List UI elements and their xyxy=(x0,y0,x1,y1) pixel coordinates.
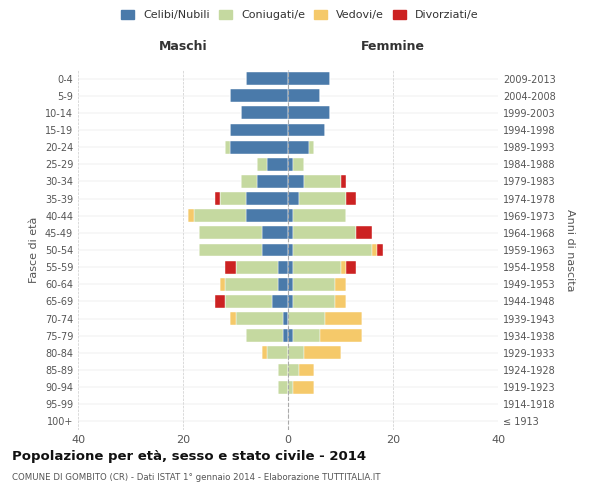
Text: COMUNE DI GOMBITO (CR) - Dati ISTAT 1° gennaio 2014 - Elaborazione TUTTITALIA.IT: COMUNE DI GOMBITO (CR) - Dati ISTAT 1° g… xyxy=(12,472,380,482)
Bar xyxy=(262,346,267,360)
Bar xyxy=(215,192,220,205)
Bar xyxy=(283,330,288,342)
Bar xyxy=(299,192,346,205)
Bar xyxy=(277,364,288,376)
Bar xyxy=(230,90,288,102)
Bar xyxy=(288,330,293,342)
Bar xyxy=(246,330,283,342)
Bar xyxy=(288,106,330,120)
Bar xyxy=(288,278,293,290)
Bar xyxy=(293,330,320,342)
Bar xyxy=(199,244,262,256)
Bar xyxy=(346,192,356,205)
Bar xyxy=(220,192,246,205)
Bar xyxy=(246,192,288,205)
Bar xyxy=(215,295,225,308)
Bar xyxy=(225,278,277,290)
Bar xyxy=(241,175,257,188)
Bar xyxy=(293,260,341,274)
Bar xyxy=(372,244,377,256)
Bar xyxy=(283,312,288,325)
Bar xyxy=(225,260,235,274)
Legend: Celibi/Nubili, Coniugati/e, Vedovi/e, Divorziati/e: Celibi/Nubili, Coniugati/e, Vedovi/e, Di… xyxy=(117,6,483,25)
Bar xyxy=(277,380,288,394)
Bar xyxy=(341,175,346,188)
Bar xyxy=(225,140,230,153)
Bar xyxy=(220,278,225,290)
Bar xyxy=(377,244,383,256)
Bar xyxy=(293,295,335,308)
Bar xyxy=(320,330,361,342)
Bar xyxy=(309,140,314,153)
Bar xyxy=(293,244,372,256)
Bar xyxy=(193,210,246,222)
Text: Maschi: Maschi xyxy=(158,40,208,52)
Bar xyxy=(288,175,304,188)
Bar xyxy=(293,380,314,394)
Bar xyxy=(241,106,288,120)
Bar xyxy=(288,380,293,394)
Bar xyxy=(346,260,356,274)
Bar xyxy=(288,90,320,102)
Bar xyxy=(235,260,277,274)
Bar xyxy=(304,175,341,188)
Bar xyxy=(257,175,288,188)
Bar xyxy=(288,364,299,376)
Bar xyxy=(335,278,346,290)
Bar xyxy=(288,124,325,136)
Bar xyxy=(267,158,288,170)
Bar xyxy=(235,312,283,325)
Bar xyxy=(262,226,288,239)
Bar xyxy=(288,244,293,256)
Bar xyxy=(246,210,288,222)
Bar xyxy=(246,72,288,85)
Bar xyxy=(335,295,346,308)
Bar xyxy=(293,226,356,239)
Bar xyxy=(288,295,293,308)
Bar xyxy=(288,226,293,239)
Bar xyxy=(288,72,330,85)
Bar xyxy=(288,210,293,222)
Bar xyxy=(267,346,288,360)
Bar xyxy=(288,140,309,153)
Bar xyxy=(277,260,288,274)
Bar xyxy=(272,295,288,308)
Bar xyxy=(288,346,304,360)
Y-axis label: Anni di nascita: Anni di nascita xyxy=(565,209,575,291)
Bar xyxy=(293,278,335,290)
Bar xyxy=(293,158,304,170)
Bar xyxy=(230,124,288,136)
Bar xyxy=(299,364,314,376)
Y-axis label: Fasce di età: Fasce di età xyxy=(29,217,39,283)
Text: Popolazione per età, sesso e stato civile - 2014: Popolazione per età, sesso e stato civil… xyxy=(12,450,366,463)
Bar xyxy=(230,312,235,325)
Bar xyxy=(288,260,293,274)
Bar xyxy=(188,210,193,222)
Bar xyxy=(293,210,346,222)
Bar xyxy=(341,260,346,274)
Bar xyxy=(288,312,325,325)
Bar xyxy=(288,192,299,205)
Bar xyxy=(199,226,262,239)
Bar xyxy=(288,158,293,170)
Bar xyxy=(262,244,288,256)
Bar xyxy=(325,312,361,325)
Bar xyxy=(230,140,288,153)
Bar xyxy=(304,346,341,360)
Text: Femmine: Femmine xyxy=(361,40,425,52)
Bar xyxy=(277,278,288,290)
Bar xyxy=(225,295,272,308)
Bar xyxy=(257,158,267,170)
Bar xyxy=(356,226,372,239)
